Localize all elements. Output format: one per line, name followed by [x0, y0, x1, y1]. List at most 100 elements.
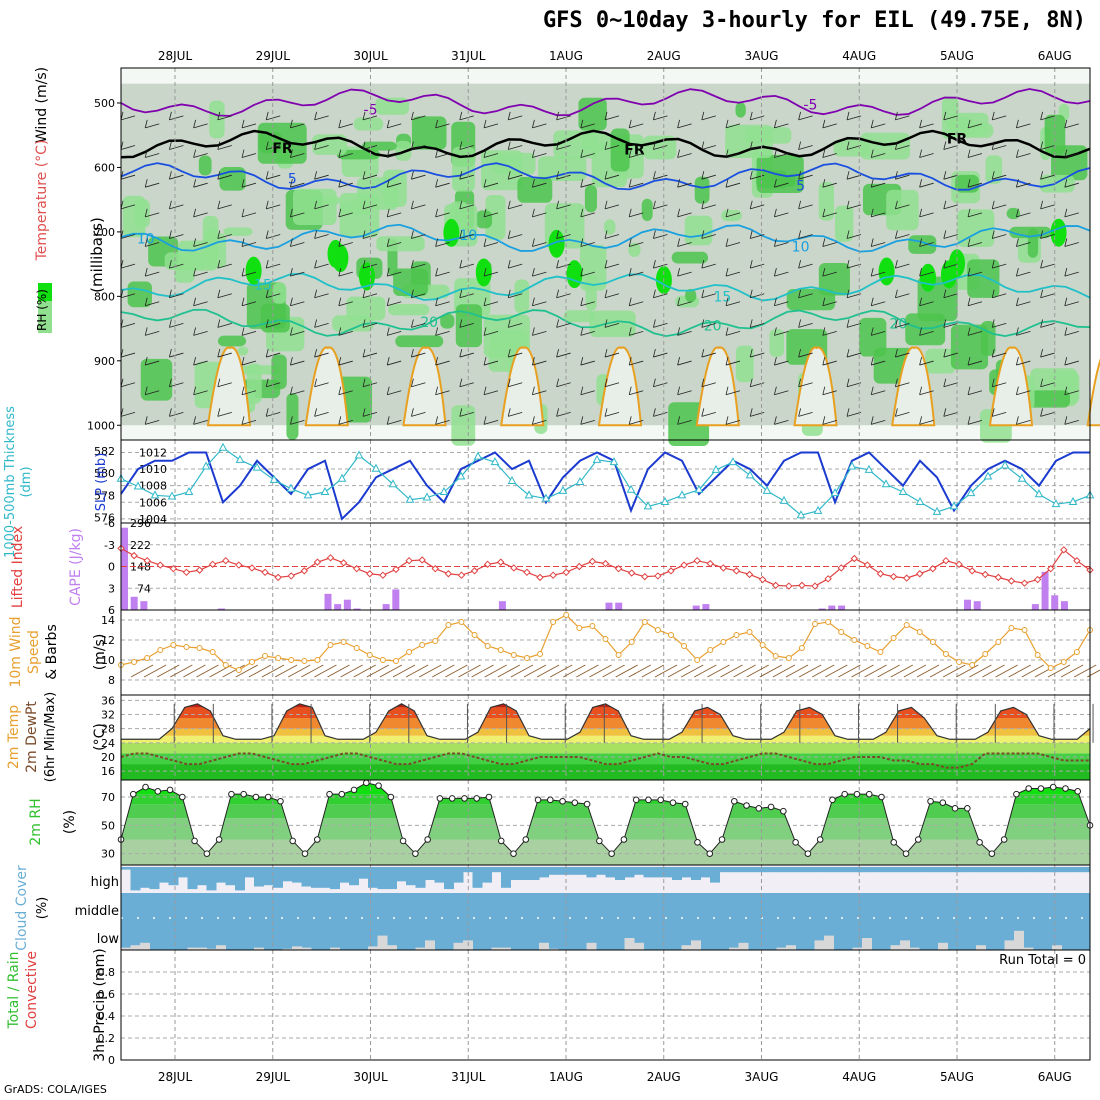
wind-barb-flag [677, 327, 680, 336]
wind-barb-flag [314, 230, 317, 239]
surface-wind-barb [458, 664, 481, 678]
wind-barb [798, 204, 813, 210]
cloud-high-bar [719, 867, 730, 873]
wind-barb [1064, 419, 1079, 425]
rh-marker [559, 797, 566, 805]
wind-speed-marker [956, 659, 963, 665]
lifted-marker [418, 556, 426, 564]
wind-barb [919, 212, 934, 218]
wind-barb-flag [338, 179, 342, 188]
wind-barb [580, 301, 595, 307]
lifted-marker [824, 575, 832, 583]
thickness-marker [184, 486, 194, 496]
wind-barb [943, 293, 958, 299]
wind-barb-flag [967, 119, 971, 128]
surface-wind-barb [641, 664, 665, 678]
cloud-high-bar [282, 867, 293, 882]
wind-barb [846, 234, 862, 239]
wind-barb [846, 293, 862, 299]
wind-barb-flag [943, 141, 947, 150]
surface-wind-barb [156, 664, 180, 678]
thickness-marker [898, 486, 908, 496]
cloud-high-bar [501, 867, 511, 888]
thickness-marker [779, 495, 789, 504]
wind-speed-marker [157, 647, 164, 653]
wind-barb [895, 323, 910, 328]
wind-barb [725, 331, 741, 336]
cloud-axis-label-unit: (%) [35, 897, 50, 920]
wind-barb [1064, 390, 1079, 396]
wind-barb-flag [604, 408, 608, 417]
temp-band [121, 735, 1090, 743]
cloud-low-bar [634, 942, 644, 950]
cape-bar [324, 593, 332, 610]
wind-barb [411, 204, 426, 210]
wind-barb-flag [870, 119, 874, 128]
wind-barb [483, 331, 499, 336]
rh-marker [596, 837, 603, 845]
wind-barb-flag [967, 179, 971, 188]
wind-barb [1040, 382, 1055, 388]
wind-barb-flag [435, 238, 438, 247]
rh-patch [671, 251, 709, 264]
wind-barb-flag [701, 319, 705, 328]
cloud-high-bar [216, 867, 226, 883]
wind-barb [604, 234, 620, 239]
wind-barb-flag [677, 386, 680, 395]
wind-barb [653, 293, 668, 299]
thickness-marker [1017, 473, 1027, 482]
surface-wind-barb [523, 664, 547, 678]
surface-wind-barb [314, 664, 337, 678]
wind-barb [774, 182, 789, 188]
wind-barb-flag [386, 327, 390, 336]
cloud-low-bar [786, 945, 796, 950]
wind-barb-flag [193, 268, 196, 277]
lifted-marker [300, 567, 309, 575]
wind-speed-marker [929, 639, 936, 645]
cloud-low-bar [282, 948, 293, 950]
wind-barb-flag [1064, 179, 1068, 188]
thickness-marker [235, 454, 245, 463]
wind-barb-flag [1016, 416, 1019, 425]
wind-barb-flag [532, 238, 535, 247]
wind-barb-flag [846, 319, 850, 328]
date-label-bottom: 5AUG [940, 1070, 974, 1084]
rh-saturated-patch [332, 244, 349, 273]
wind-barb-flag [870, 356, 874, 366]
wind-barb [701, 115, 716, 121]
wind-barb [338, 360, 353, 366]
cape-bar [605, 602, 613, 610]
wind-barb-flag [822, 416, 826, 425]
cloud-high-bar [406, 867, 416, 886]
wind-barb-flag [169, 289, 172, 298]
wind-speed-marker [131, 659, 138, 665]
rh-marker [976, 839, 983, 846]
rh-marker [485, 793, 493, 801]
wind-barb [290, 123, 305, 129]
wind-barb [895, 204, 910, 210]
cloud-high-bar [235, 867, 245, 891]
lifted-marker [313, 558, 322, 566]
wind-barb-flag [169, 171, 172, 180]
rh-patch [122, 195, 146, 238]
wind-barb-flag [362, 171, 366, 180]
lifted-marker [431, 564, 439, 573]
wind-barb [145, 153, 160, 158]
wind-barb [895, 352, 910, 358]
wind-barb-flag [628, 416, 632, 425]
cloud-high-bar [586, 867, 597, 878]
wind-barb-flag [653, 408, 656, 417]
lifted-marker [1007, 577, 1016, 585]
wind-barb [653, 323, 668, 328]
wind-barb-flag [411, 319, 414, 328]
wind-barb-flag [290, 149, 293, 158]
thickness-marker [371, 463, 381, 472]
wind-barb-flag [967, 297, 971, 306]
cape-bar [973, 601, 981, 610]
wind-barb [435, 419, 450, 425]
wind-barb-flag [822, 179, 826, 188]
wind-barb [604, 382, 620, 388]
wind-speed-marker [641, 619, 648, 625]
wind-barb [508, 293, 523, 299]
cloud-low-bar [368, 946, 378, 950]
